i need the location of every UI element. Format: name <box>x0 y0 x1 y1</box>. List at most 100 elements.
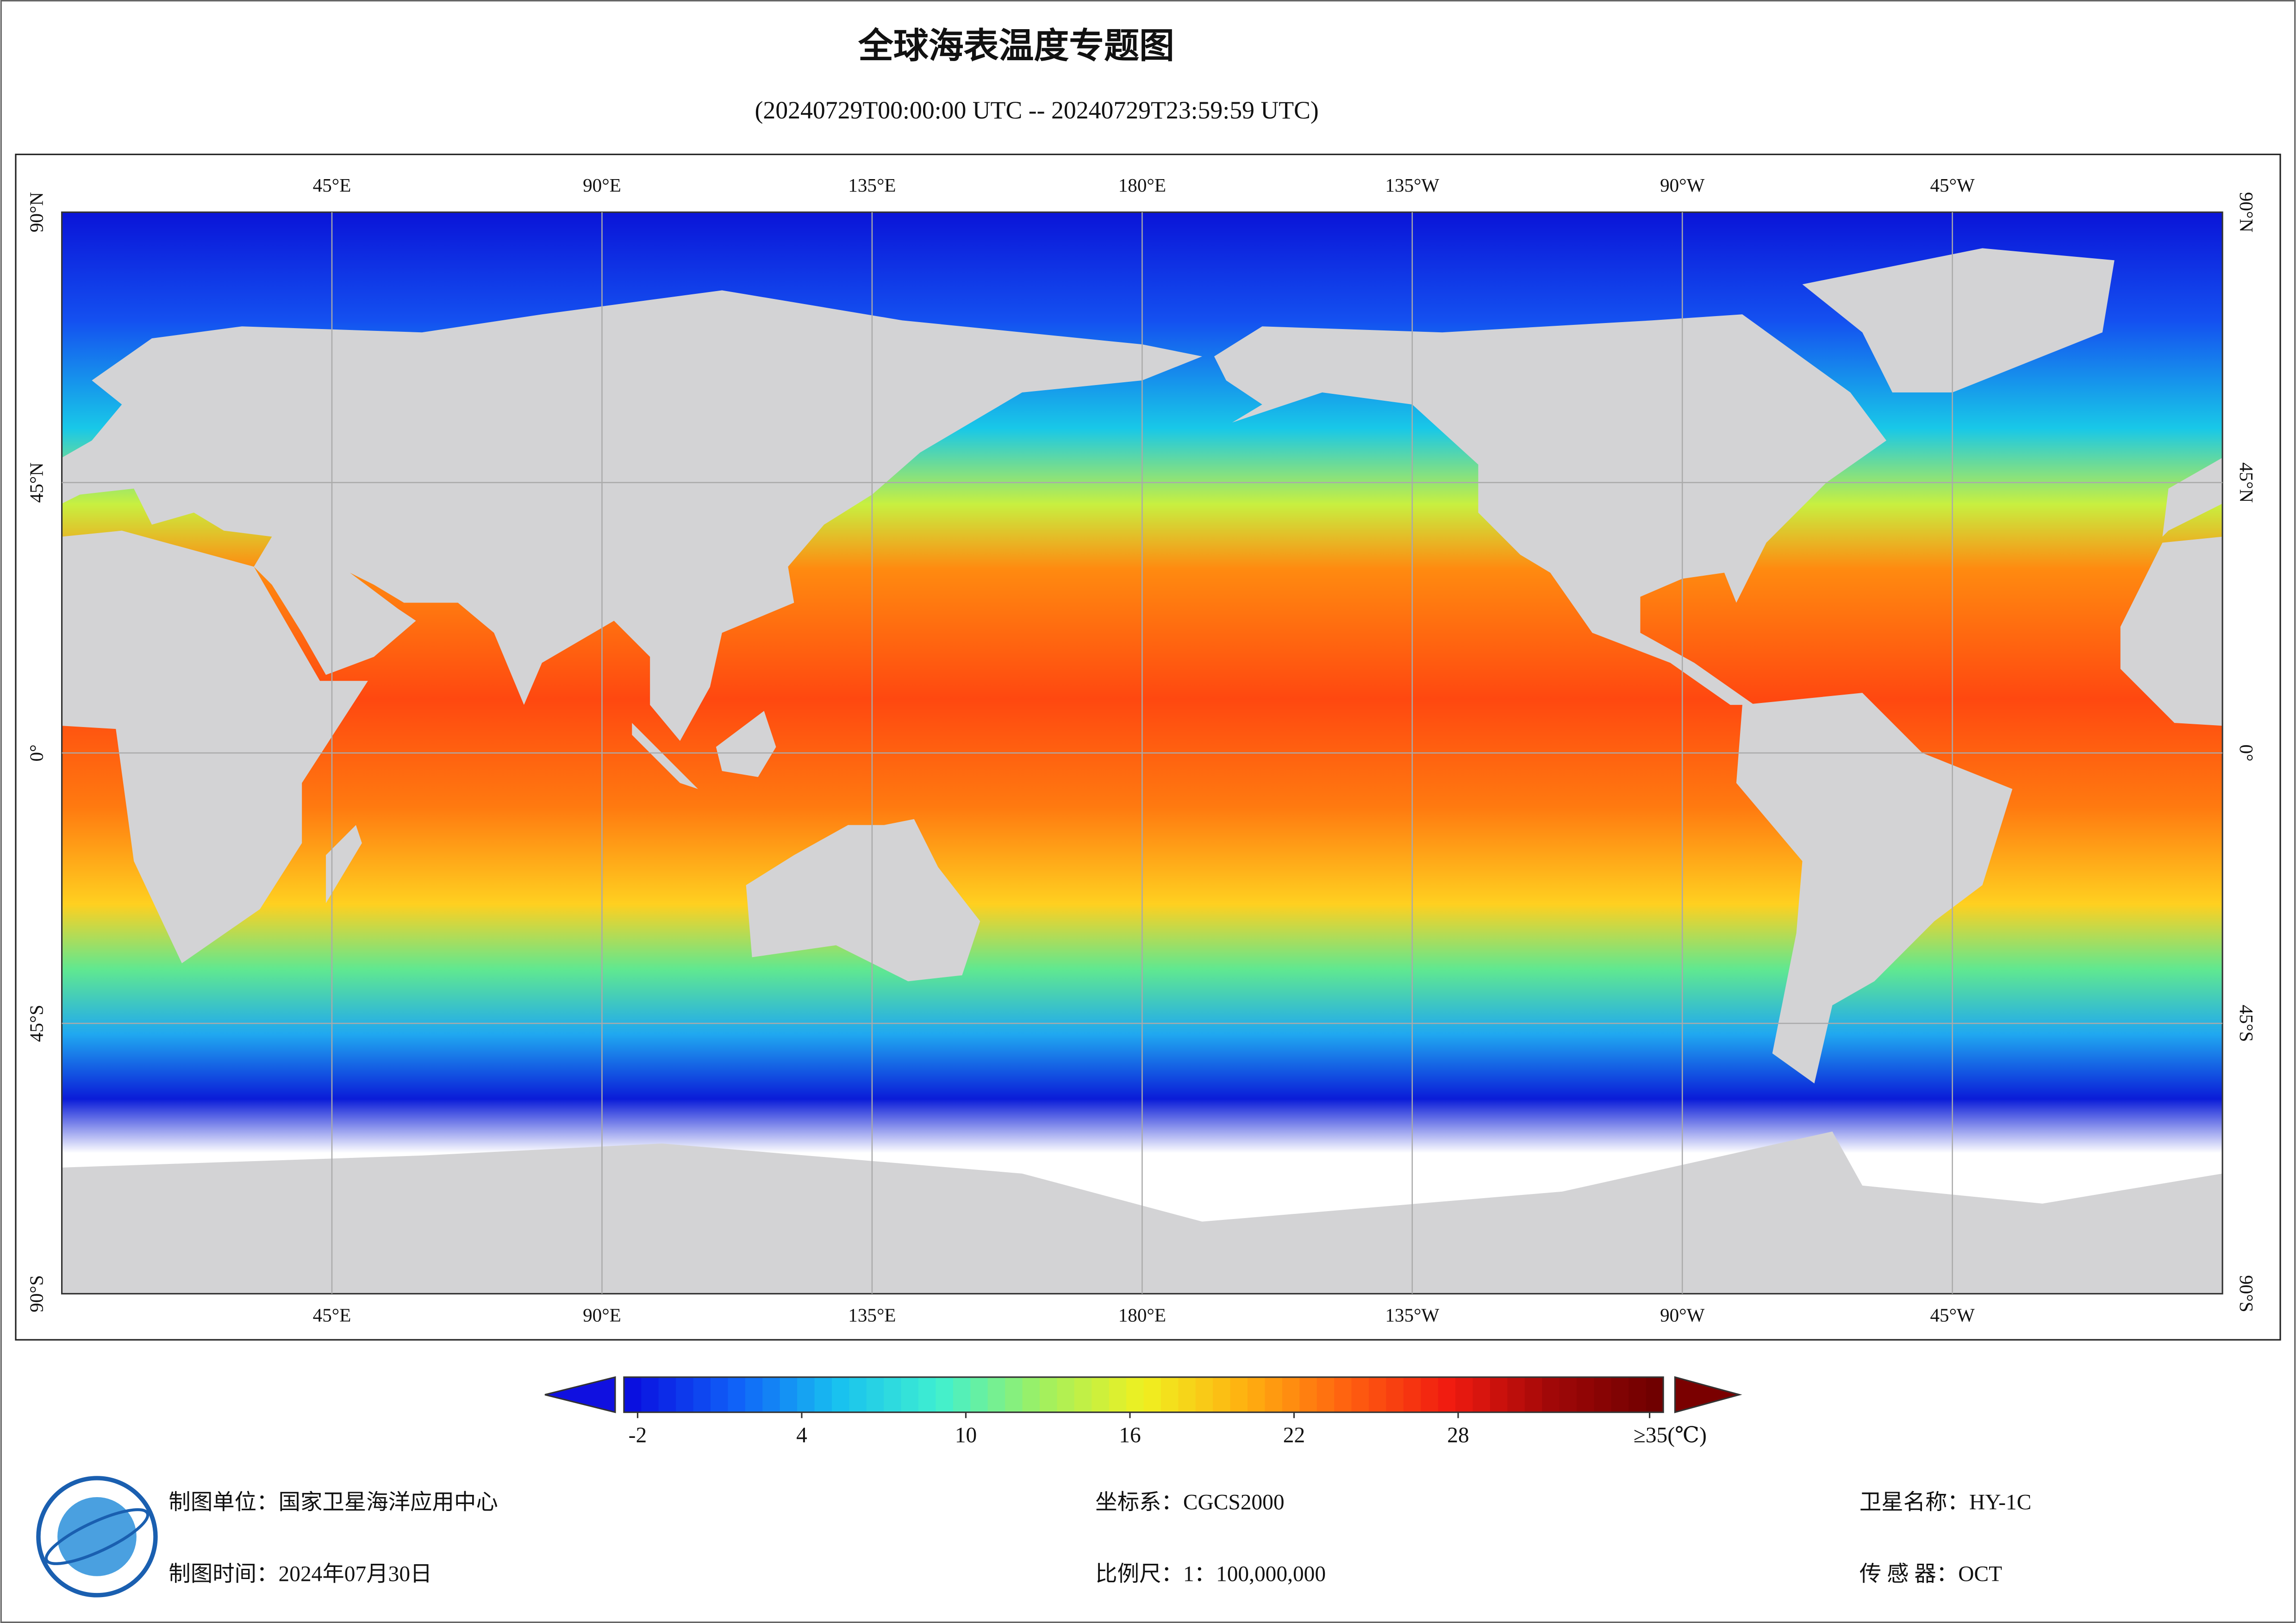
colorbar-cell <box>1265 1377 1283 1412</box>
sensor: 传 感 器：OCT <box>1859 1562 2002 1586</box>
lon-label: 135°W <box>1385 1305 1439 1326</box>
lon-label: 45°W <box>1930 174 1975 196</box>
land <box>1736 693 2013 1084</box>
colorbar-cell <box>1628 1377 1647 1412</box>
colorbar-tick-label: 4 <box>796 1423 807 1447</box>
colorbar-cell <box>831 1377 850 1412</box>
lon-label: 180°E <box>1118 174 1166 196</box>
colorbar-cell <box>745 1377 763 1412</box>
colorbar-cell <box>1143 1377 1162 1412</box>
map-frame <box>15 154 2281 1341</box>
colorbar-cell <box>1472 1377 1491 1412</box>
lon-label: 90°E <box>583 1305 621 1326</box>
colorbar-cell <box>641 1377 659 1412</box>
colorbar-cell <box>1022 1377 1041 1412</box>
land <box>2120 536 2223 726</box>
lat-label: 45°S <box>2236 1005 2257 1042</box>
land <box>1802 248 2115 393</box>
land <box>746 819 980 982</box>
colorbar-cell <box>1092 1377 1110 1412</box>
colorbar-cell <box>1351 1377 1370 1412</box>
lon-label: 90°E <box>583 174 621 196</box>
colorbar-tick-label: 28 <box>1447 1423 1469 1447</box>
land <box>2162 457 2223 537</box>
colorbar-cell <box>987 1377 1006 1412</box>
colorbar-cell <box>1230 1377 1248 1412</box>
lon-label: 135°W <box>1385 174 1439 196</box>
colorbar-cell <box>1646 1377 1664 1412</box>
colorbar-cell <box>1160 1377 1179 1412</box>
land <box>326 825 362 903</box>
colorbar-cell <box>1316 1377 1335 1412</box>
colorbar-cell <box>1005 1377 1023 1412</box>
colorbar-cell <box>1490 1377 1508 1412</box>
lon-label: 135°E <box>848 174 896 196</box>
land <box>62 530 368 964</box>
colorbar-cell <box>1577 1377 1595 1412</box>
colorbar-cell <box>710 1377 729 1412</box>
colorbar-cell <box>866 1377 885 1412</box>
colorbar-cell <box>1299 1377 1317 1412</box>
lon-label: 90°W <box>1660 1305 1705 1326</box>
lat-label: 90°S <box>25 1275 47 1312</box>
satellite: 卫星名称：HY-1C <box>1859 1491 2031 1515</box>
colorbar-cell <box>1248 1377 1266 1412</box>
colorbar-cell <box>970 1377 988 1412</box>
colorbar-border <box>623 1376 1664 1413</box>
lat-label: 0° <box>2236 745 2257 762</box>
colorbar-cell <box>624 1377 642 1412</box>
colorbar-cell <box>1057 1377 1075 1412</box>
colorbar-cell <box>1282 1377 1300 1412</box>
colorbar-tick-label: 16 <box>1119 1423 1141 1447</box>
colorbar-cell <box>1594 1377 1612 1412</box>
colorbar-cell <box>1074 1377 1092 1412</box>
lat-label: 0° <box>25 745 47 762</box>
colorbar-cell <box>1334 1377 1352 1412</box>
colorbar-cell <box>762 1377 780 1412</box>
lon-label: 135°E <box>848 1305 896 1326</box>
lat-label: 45°N <box>2236 462 2257 503</box>
colorbar-cell <box>918 1377 936 1412</box>
colorbar-cell <box>676 1377 694 1412</box>
date: 制图时间：2024年07月30日 <box>168 1562 432 1586</box>
colorbar: -2 4 10 16 22 28 ≥35(℃) <box>544 1376 1742 1447</box>
colorbar-tick-label: -2 <box>629 1423 647 1447</box>
colorbar-cell <box>849 1377 867 1412</box>
graticule: 45°E 45°E 90°E 90°E 135°E 135°E 180°E 180°E 135°… <box>25 174 2257 1325</box>
colorbar-tick-label: 10 <box>955 1423 977 1447</box>
lon-label: 90°W <box>1660 174 1705 196</box>
colorbar-cell <box>936 1377 954 1412</box>
lon-label: 45°E <box>313 1305 351 1326</box>
colorbar-cell <box>1403 1377 1422 1412</box>
lon-label: 45°W <box>1930 1305 1975 1326</box>
colorbar-cell <box>1178 1377 1197 1412</box>
colorbar-cell <box>1386 1377 1404 1412</box>
lat-label: 90°S <box>2236 1275 2257 1312</box>
colorbar-cell <box>1368 1377 1387 1412</box>
colorbar-cell <box>953 1377 971 1412</box>
land <box>632 723 698 789</box>
subtitle: (20240729T00:00:00 UTC -- 20240729T23:59… <box>755 96 1319 124</box>
land <box>1214 314 1887 705</box>
land <box>716 711 776 777</box>
lon-label: 180°E <box>1118 1305 1166 1326</box>
lat-label: 90°N <box>2236 192 2257 232</box>
crs: 坐标系：CGCS2000 <box>1095 1491 1284 1515</box>
colorbar-cell <box>693 1377 711 1412</box>
colorbar-cell <box>658 1377 677 1412</box>
colorbar-cell <box>1213 1377 1231 1412</box>
colorbar-cell <box>1524 1377 1543 1412</box>
colorbar-min-arrow <box>544 1376 616 1413</box>
colorbar-cell <box>1109 1377 1127 1412</box>
colorbar-cell <box>1126 1377 1144 1412</box>
colorbar-cell <box>1195 1377 1214 1412</box>
colorbar-cell <box>780 1377 798 1412</box>
lat-label: 45°N <box>25 462 47 503</box>
colorbar-cell <box>1039 1377 1058 1412</box>
colorbar-cell <box>1421 1377 1439 1412</box>
colorbar-cell <box>1542 1377 1560 1412</box>
title: 全球海表温度专题图 <box>858 27 1174 66</box>
logo <box>36 1476 158 1598</box>
colorbar-tick-label: ≥35(℃) <box>1634 1423 1707 1447</box>
